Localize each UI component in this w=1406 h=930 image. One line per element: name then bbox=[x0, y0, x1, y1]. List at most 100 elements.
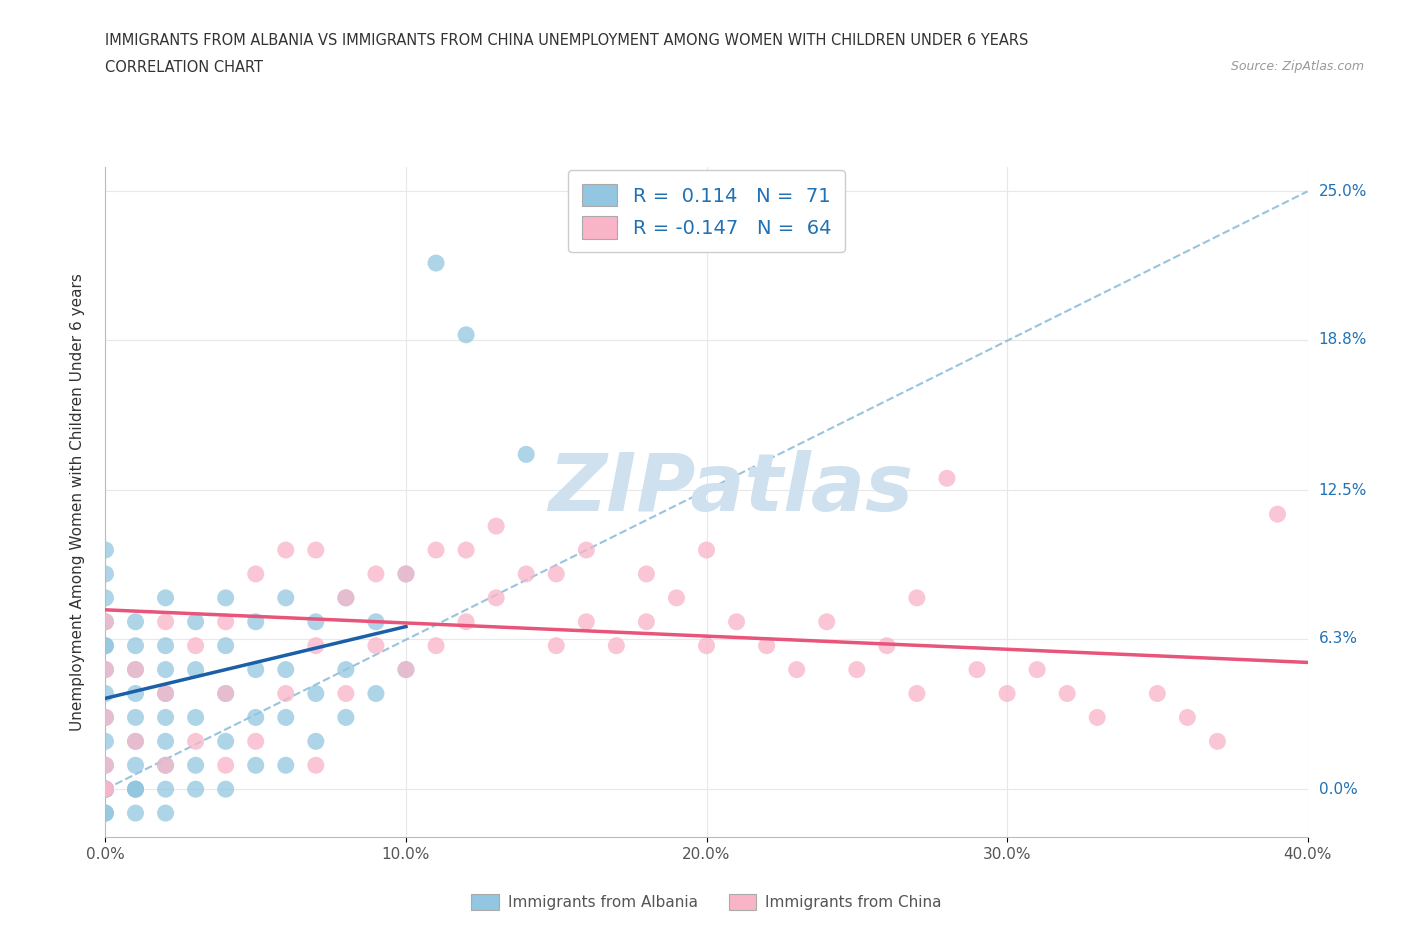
Point bbox=[995, 686, 1018, 701]
Point bbox=[305, 638, 328, 653]
Point bbox=[94, 734, 117, 749]
Text: 25.0%: 25.0% bbox=[1319, 184, 1367, 199]
Point bbox=[395, 566, 418, 581]
Text: 18.8%: 18.8% bbox=[1319, 332, 1367, 347]
Point bbox=[786, 662, 808, 677]
Point bbox=[364, 686, 387, 701]
Point bbox=[155, 686, 177, 701]
Point bbox=[395, 566, 418, 581]
Point bbox=[665, 591, 688, 605]
Point bbox=[124, 686, 146, 701]
Point bbox=[124, 662, 146, 677]
Point bbox=[94, 686, 117, 701]
Point bbox=[94, 758, 117, 773]
Point bbox=[94, 782, 117, 797]
Point bbox=[155, 734, 177, 749]
Point bbox=[155, 782, 177, 797]
Point bbox=[454, 615, 477, 630]
Point bbox=[155, 758, 177, 773]
Point bbox=[94, 782, 117, 797]
Point bbox=[245, 566, 267, 581]
Point bbox=[94, 615, 117, 630]
Point bbox=[755, 638, 778, 653]
Text: IMMIGRANTS FROM ALBANIA VS IMMIGRANTS FROM CHINA UNEMPLOYMENT AMONG WOMEN WITH C: IMMIGRANTS FROM ALBANIA VS IMMIGRANTS FR… bbox=[105, 33, 1029, 47]
Point bbox=[364, 566, 387, 581]
Point bbox=[274, 591, 297, 605]
Point bbox=[1056, 686, 1078, 701]
Point bbox=[636, 566, 658, 581]
Point bbox=[94, 591, 117, 605]
Point bbox=[214, 638, 236, 653]
Point bbox=[454, 327, 477, 342]
Point bbox=[1175, 710, 1198, 724]
Point bbox=[94, 805, 117, 820]
Point bbox=[905, 686, 928, 701]
Point bbox=[274, 758, 297, 773]
Point bbox=[94, 638, 117, 653]
Point bbox=[155, 591, 177, 605]
Text: ZIPatlas: ZIPatlas bbox=[548, 450, 912, 528]
Point bbox=[305, 542, 328, 557]
Point bbox=[155, 615, 177, 630]
Point bbox=[94, 782, 117, 797]
Point bbox=[155, 662, 177, 677]
Point bbox=[124, 782, 146, 797]
Point bbox=[335, 686, 357, 701]
Point bbox=[184, 615, 207, 630]
Point bbox=[876, 638, 898, 653]
Point bbox=[696, 542, 718, 557]
Point bbox=[515, 447, 537, 462]
Point bbox=[94, 662, 117, 677]
Point bbox=[155, 686, 177, 701]
Point bbox=[124, 782, 146, 797]
Point bbox=[335, 662, 357, 677]
Point bbox=[214, 686, 236, 701]
Point bbox=[966, 662, 988, 677]
Point bbox=[124, 638, 146, 653]
Point bbox=[214, 782, 236, 797]
Point bbox=[94, 782, 117, 797]
Point bbox=[485, 519, 508, 534]
Point bbox=[94, 782, 117, 797]
Point bbox=[364, 615, 387, 630]
Point bbox=[184, 734, 207, 749]
Point bbox=[184, 662, 207, 677]
Point bbox=[636, 615, 658, 630]
Point bbox=[274, 542, 297, 557]
Point bbox=[124, 662, 146, 677]
Point bbox=[155, 638, 177, 653]
Point bbox=[335, 710, 357, 724]
Point bbox=[124, 710, 146, 724]
Point bbox=[815, 615, 838, 630]
Point bbox=[184, 710, 207, 724]
Point bbox=[395, 662, 418, 677]
Point bbox=[905, 591, 928, 605]
Point bbox=[515, 566, 537, 581]
Point bbox=[335, 591, 357, 605]
Point bbox=[696, 638, 718, 653]
Point bbox=[184, 758, 207, 773]
Point bbox=[364, 638, 387, 653]
Point bbox=[94, 662, 117, 677]
Point bbox=[1267, 507, 1289, 522]
Point bbox=[605, 638, 627, 653]
Point bbox=[1026, 662, 1049, 677]
Point bbox=[845, 662, 868, 677]
Point bbox=[245, 734, 267, 749]
Point bbox=[425, 542, 447, 557]
Point bbox=[245, 710, 267, 724]
Point bbox=[124, 805, 146, 820]
Point bbox=[936, 471, 959, 485]
Point bbox=[94, 710, 117, 724]
Point bbox=[184, 782, 207, 797]
Point bbox=[94, 782, 117, 797]
Point bbox=[214, 734, 236, 749]
Point bbox=[454, 542, 477, 557]
Point bbox=[425, 256, 447, 271]
Point bbox=[274, 662, 297, 677]
Point bbox=[425, 638, 447, 653]
Point bbox=[575, 542, 598, 557]
Point bbox=[575, 615, 598, 630]
Point bbox=[94, 782, 117, 797]
Point bbox=[305, 615, 328, 630]
